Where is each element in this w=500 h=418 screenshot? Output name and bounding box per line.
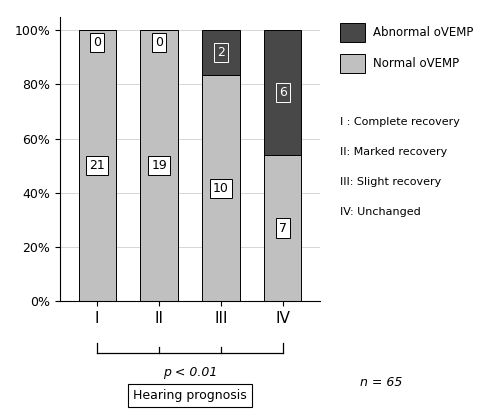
Text: Abnormal oVEMP: Abnormal oVEMP [372,26,473,39]
Text: 2: 2 [217,46,225,59]
Text: 6: 6 [279,86,287,99]
Bar [202,30,239,75]
Text: 21: 21 [90,159,105,172]
Text: Hearing prognosis: Hearing prognosis [133,389,247,402]
Bar [78,30,116,301]
Text: 0: 0 [155,36,163,48]
Text: 0: 0 [93,36,101,48]
Text: IV: Unchanged: IV: Unchanged [340,207,421,217]
Text: II: Marked recovery: II: Marked recovery [340,147,448,157]
Bar [140,30,177,301]
Bar [202,75,239,301]
Text: I : Complete recovery: I : Complete recovery [340,117,460,127]
Bar [264,30,302,155]
Text: 7: 7 [279,222,287,234]
Text: 10: 10 [213,182,229,195]
Text: p < 0.01: p < 0.01 [163,366,217,379]
Text: Normal oVEMP: Normal oVEMP [372,57,458,71]
Bar [264,155,302,301]
Text: III: Slight recovery: III: Slight recovery [340,177,442,187]
Text: n = 65: n = 65 [360,376,403,389]
Text: 19: 19 [151,159,167,172]
